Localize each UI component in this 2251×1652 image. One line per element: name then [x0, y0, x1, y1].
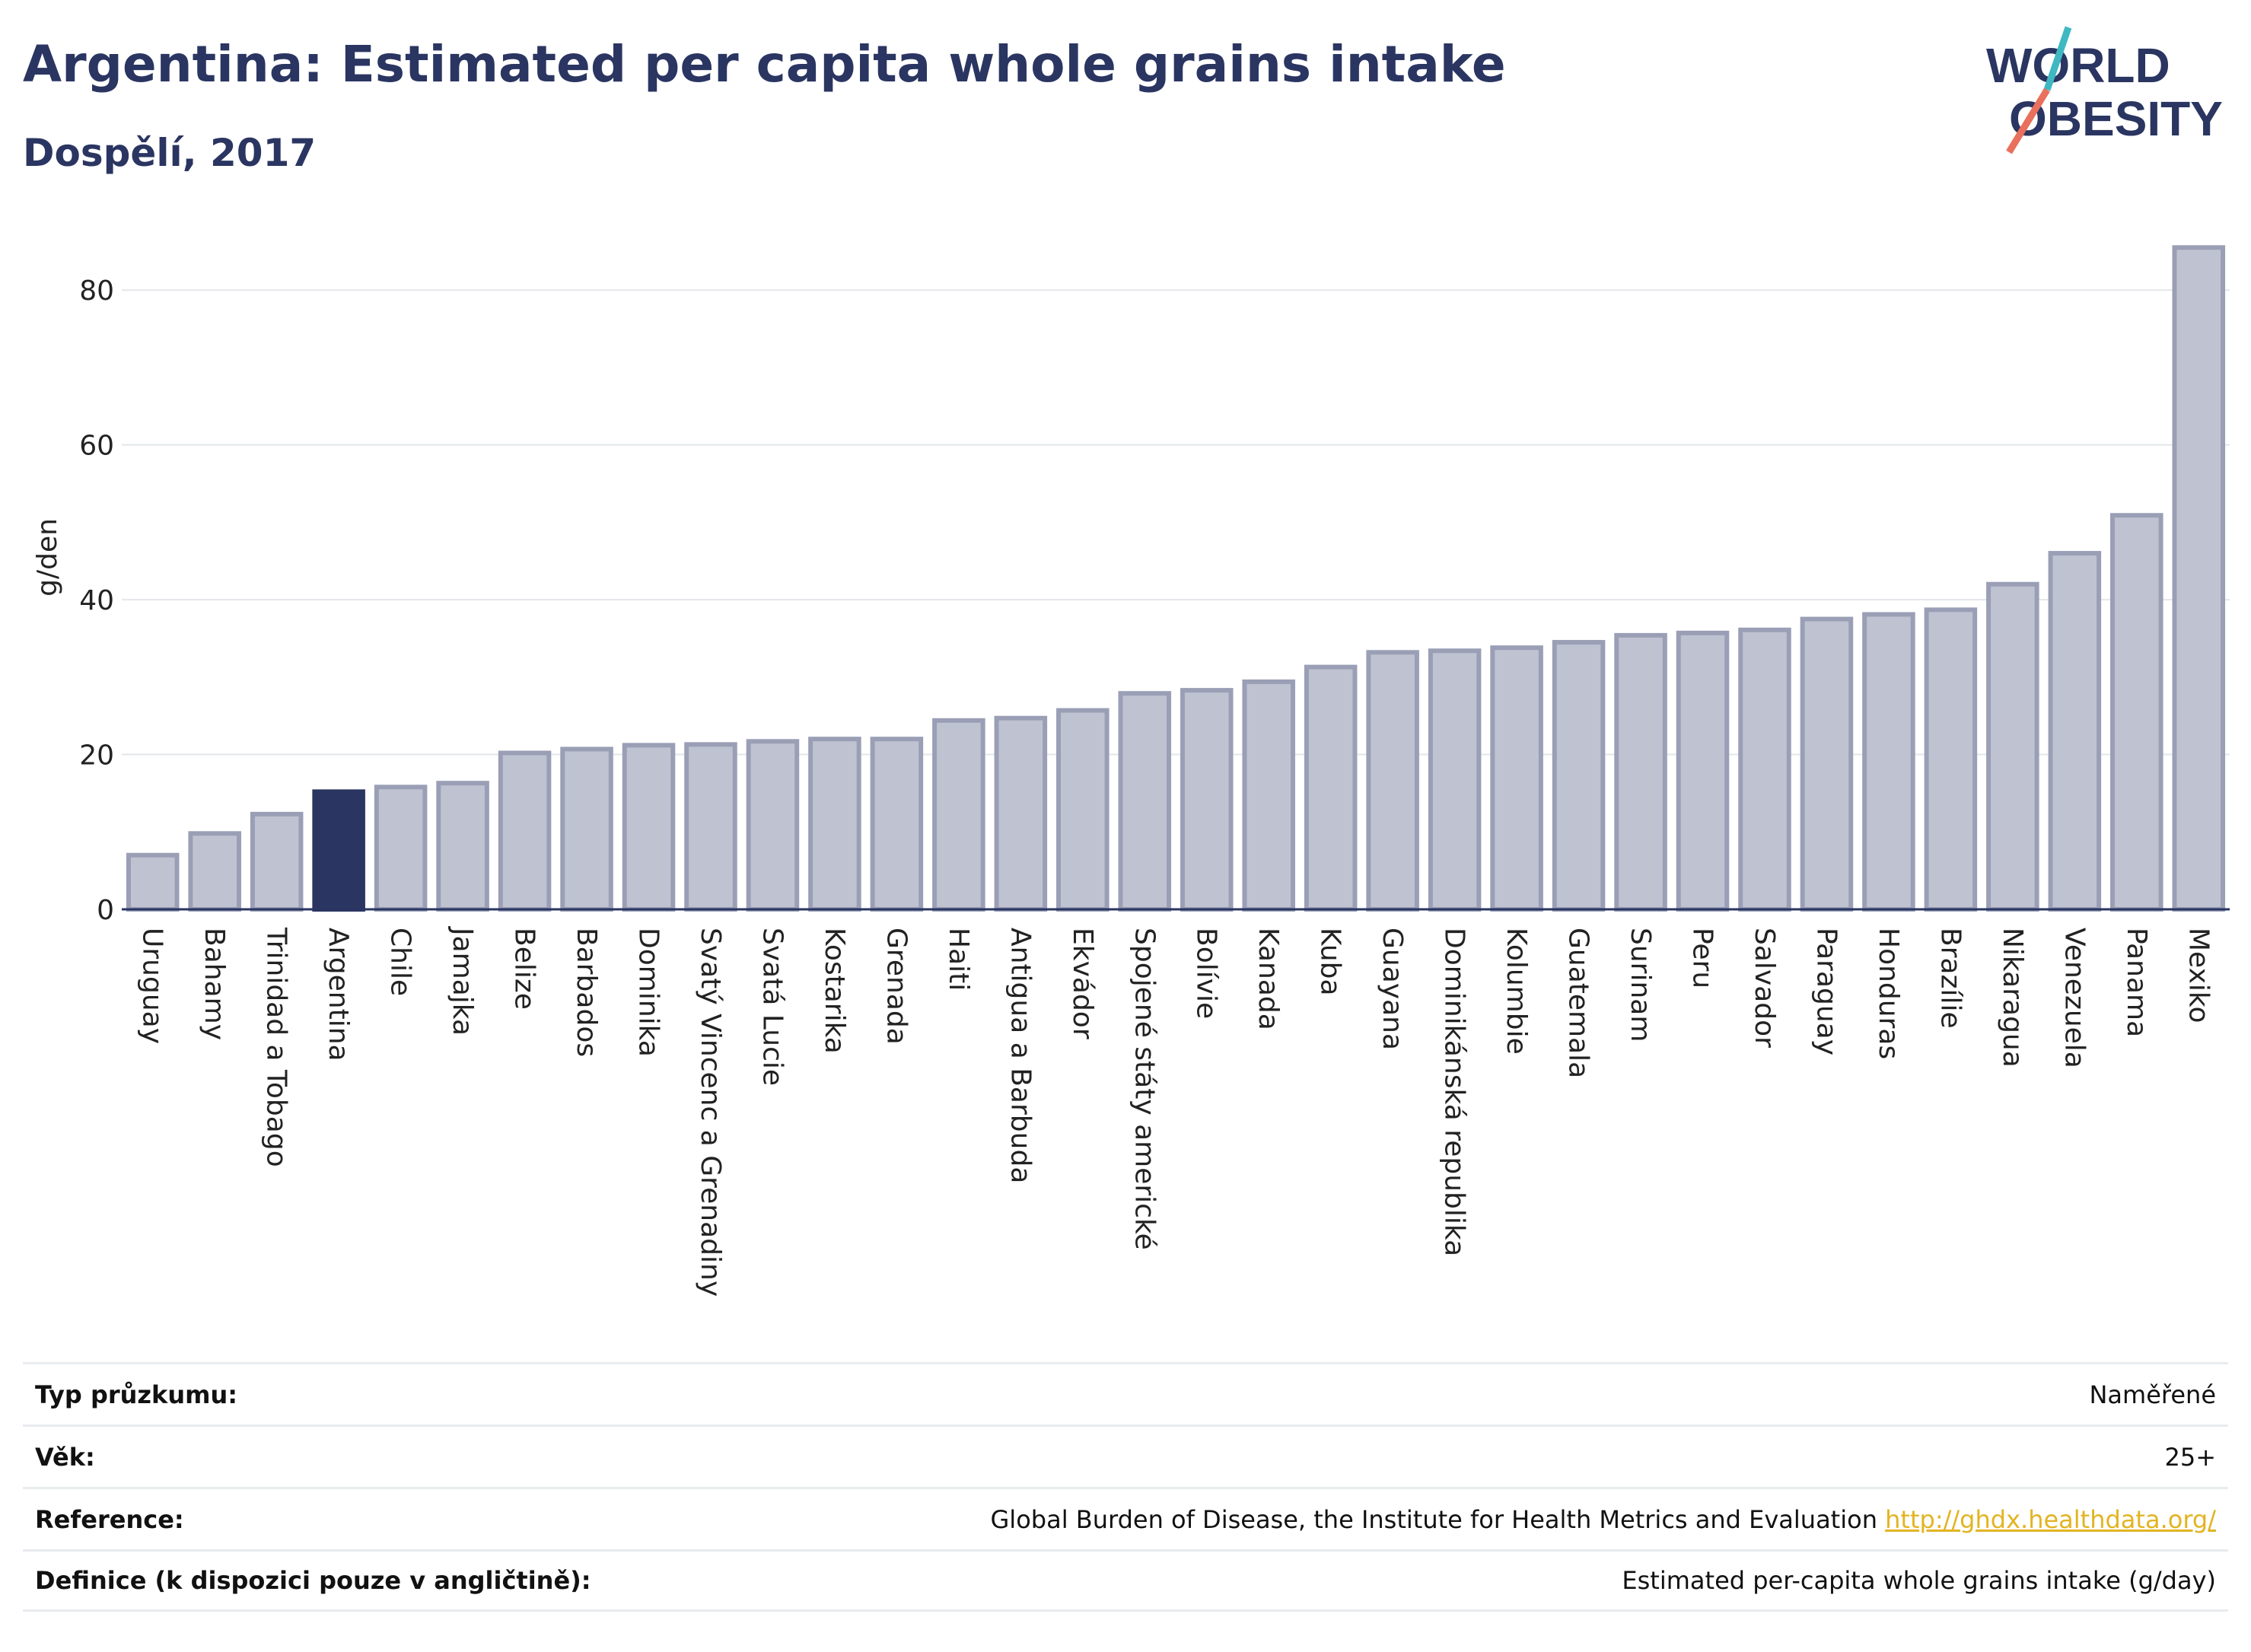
y-tick-label: 0: [97, 895, 114, 926]
x-tick-label: Svatá Lucie: [756, 928, 788, 1086]
bar-grenada: [870, 737, 924, 912]
meta-value: 25+: [2164, 1442, 2216, 1472]
chart-title: Argentina: Estimated per capita whole gr…: [23, 35, 1506, 94]
bar-belize: [498, 750, 552, 912]
meta-label: Definice (k dispozici pouze v angličtině…: [35, 1566, 591, 1595]
x-tick-label: Spojené státy americké: [1129, 928, 1160, 1250]
y-tick-label: 40: [79, 585, 114, 616]
x-tick-label: Kuba: [1315, 928, 1346, 996]
x-tick-label: Kanada: [1253, 928, 1284, 1030]
x-tick-label: Ekvádor: [1067, 928, 1098, 1039]
bar-argentina: [312, 789, 365, 912]
x-tick-label: Venezuela: [2058, 928, 2090, 1068]
bar-salvador: [1738, 627, 1791, 912]
bar-antigua-a-barbuda: [994, 715, 1048, 912]
bar-kolumbie: [1490, 645, 1543, 912]
meta-row: Reference: Global Burden of Disease, the …: [23, 1487, 2228, 1549]
x-tick-label: Jamajka: [447, 926, 478, 1036]
x-tick-label: Uruguay: [137, 928, 168, 1044]
x-tick-label: Grenada: [880, 928, 912, 1045]
meta-row: Definice (k dispozici pouze v angličtině…: [23, 1549, 2228, 1612]
y-tick-label: 60: [79, 431, 114, 462]
bar-spojené-státy-americké: [1118, 691, 1172, 912]
meta-row: Typ průzkumu: Naměřené: [23, 1362, 2228, 1424]
bar-mexiko: [2172, 245, 2226, 912]
x-tick-label: Brazílie: [1934, 928, 1966, 1029]
reference-link[interactable]: http://ghdx.healthdata.org/: [1885, 1504, 2216, 1534]
x-tick-label: Haiti: [943, 928, 974, 991]
bar-nikaragua: [1986, 581, 2039, 912]
bar-guatemala: [1552, 640, 1606, 912]
bar-peru: [1676, 630, 1730, 912]
bar-barbados: [560, 746, 613, 912]
x-tick-label: Panama: [2121, 928, 2152, 1037]
bar-surinam: [1614, 632, 1667, 912]
y-tick-label: 20: [79, 740, 114, 772]
world-obesity-logo: WORLD OBESITY: [1986, 26, 2223, 154]
bar-kanada: [1242, 679, 1295, 912]
meta-value: Naměřené: [2089, 1380, 2216, 1409]
bar-ekvádor: [1056, 708, 1110, 912]
bar-panama: [2110, 513, 2163, 912]
svg-text:WORLD: WORLD: [1986, 38, 2170, 93]
y-tick-label: 80: [79, 275, 114, 307]
x-tick-label: Salvador: [1749, 928, 1780, 1048]
x-tick-label: Guayana: [1377, 928, 1408, 1050]
bar-brazílie: [1924, 607, 1978, 912]
x-tick-label: Belize: [509, 928, 540, 1010]
meta-value: Estimated per-capita whole grains intake…: [1622, 1566, 2216, 1595]
x-tick-label: Honduras: [1873, 928, 1904, 1059]
x-tick-label: Nikaragua: [1997, 928, 2028, 1068]
x-tick-label: Dominikánská republika: [1439, 928, 1470, 1256]
x-tick-label: Trinidad a Tobago: [261, 927, 292, 1167]
bar-venezuela: [2048, 551, 2102, 912]
meta-label: Typ průzkumu:: [35, 1380, 238, 1409]
x-tick-label: Barbados: [571, 928, 602, 1057]
bar-kostarika: [808, 737, 861, 912]
meta-row: Věk: 25+: [23, 1424, 2228, 1487]
x-tick-label: Bolívie: [1191, 928, 1222, 1019]
bar-bahamy: [188, 831, 241, 912]
bar-haiti: [932, 718, 985, 912]
bar-svatý-vincenc-a-grenadiny: [684, 742, 737, 912]
meta-label: Reference:: [35, 1504, 184, 1534]
bar-guayana: [1366, 650, 1419, 912]
bar-chile: [374, 785, 428, 912]
bar-uruguay: [126, 852, 180, 912]
bar-dominika: [622, 743, 676, 912]
bar-honduras: [1862, 612, 1915, 912]
x-tick-label: Kolumbie: [1501, 928, 1532, 1055]
x-tick-label: Guatemala: [1563, 928, 1594, 1078]
svg-text:OBESITY: OBESITY: [2009, 91, 2223, 146]
x-tick-label: Mexiko: [2183, 928, 2214, 1023]
x-tick-label: Chile: [385, 928, 416, 996]
x-tick-label: Argentina: [323, 928, 354, 1062]
bar-chart: 0 20 40 60 80 g/den Uruguay Bahamy Trinidad a To…: [32, 245, 2230, 1297]
x-tick-label: Antigua a Barbuda: [1005, 928, 1036, 1183]
meta-value: Global Burden of Disease, the Institute …: [990, 1504, 2217, 1534]
bar-kuba: [1304, 664, 1358, 912]
y-axis-label: g/den: [32, 518, 63, 597]
x-tick-label: Paraguay: [1810, 928, 1842, 1055]
x-tick-label: Bahamy: [199, 928, 230, 1040]
chart-subtitle: Dospělí, 2017: [23, 131, 317, 175]
x-tick-label: Surinam: [1625, 928, 1656, 1042]
bar-trinidad-a-tobago: [250, 811, 304, 912]
bar-dominikánská-republika: [1428, 648, 1482, 912]
bar-svatá-lucie: [746, 739, 800, 912]
bar-bolívie: [1180, 688, 1234, 912]
x-tick-label: Peru: [1687, 928, 1718, 988]
metadata-table: Typ průzkumu: Naměřené Věk: 25+ Reference: Gl…: [23, 1362, 2228, 1612]
x-tick-label: Svatý Vincenc a Grenadiny: [695, 928, 726, 1297]
bar-paraguay: [1800, 616, 1854, 912]
meta-label: Věk:: [35, 1442, 95, 1472]
x-tick-label: Kostarika: [819, 928, 850, 1054]
x-tick-label: Dominika: [633, 928, 664, 1057]
bar-jamajka: [436, 781, 489, 912]
